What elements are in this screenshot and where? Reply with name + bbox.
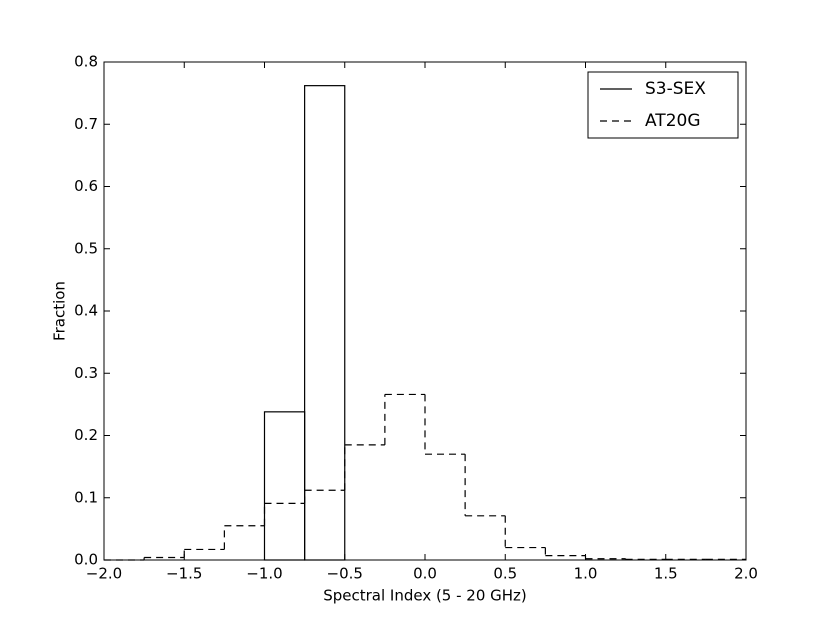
y-tick-label: 0.5 bbox=[74, 239, 98, 257]
y-tick-label: 0.3 bbox=[74, 364, 98, 382]
y-tick-label: 0.2 bbox=[74, 426, 98, 444]
x-tick-label: −1.0 bbox=[246, 565, 282, 583]
y-tick-label: 0.8 bbox=[74, 53, 98, 71]
x-tick-label: 1.0 bbox=[574, 565, 598, 583]
x-tick-label: 1.5 bbox=[654, 565, 678, 583]
x-tick-label: −0.5 bbox=[327, 565, 363, 583]
y-tick-label: 0.6 bbox=[74, 177, 98, 195]
x-tick-label: 0.5 bbox=[493, 565, 517, 583]
x-tick-label: 0.0 bbox=[413, 565, 437, 583]
x-axis-label: Spectral Index (5 - 20 GHz) bbox=[323, 587, 527, 605]
histogram-bar bbox=[263, 411, 306, 561]
y-tick-label: 0.1 bbox=[74, 488, 98, 506]
y-tick-label: 0.0 bbox=[74, 551, 98, 569]
y-tick-label: 0.4 bbox=[74, 302, 98, 320]
x-tick-label: −2.0 bbox=[86, 565, 122, 583]
legend-label: S3-SEX bbox=[645, 79, 706, 99]
legend-box bbox=[587, 71, 739, 139]
legend-label: AT20G bbox=[645, 111, 701, 131]
y-axis-label: Fraction bbox=[51, 281, 69, 341]
x-tick-label: 2.0 bbox=[734, 565, 758, 583]
histogram-bar bbox=[304, 85, 346, 561]
x-tick-label: −1.5 bbox=[166, 565, 202, 583]
y-tick-label: 0.7 bbox=[74, 115, 98, 133]
